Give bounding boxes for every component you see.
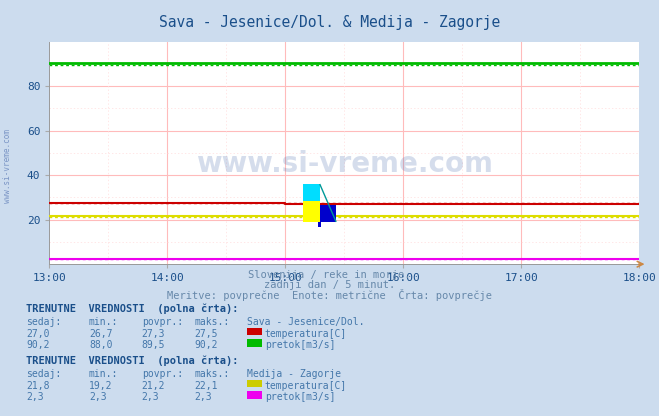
Text: Sava - Jesenice/Dol. & Medija - Zagorje: Sava - Jesenice/Dol. & Medija - Zagorje [159, 15, 500, 30]
Bar [320, 205, 336, 222]
Text: sedaj:: sedaj: [26, 317, 61, 327]
Text: 26,7: 26,7 [89, 329, 113, 339]
Text: 27,3: 27,3 [142, 329, 165, 339]
Text: Sava - Jesenice/Dol.: Sava - Jesenice/Dol. [247, 317, 364, 327]
Text: 19,2: 19,2 [89, 381, 113, 391]
Text: TRENUTNE  VREDNOSTI  (polna črta):: TRENUTNE VREDNOSTI (polna črta): [26, 356, 239, 366]
Text: 21,8: 21,8 [26, 381, 50, 391]
Bar [318, 222, 322, 228]
Text: temperatura[C]: temperatura[C] [265, 329, 347, 339]
Text: 90,2: 90,2 [194, 340, 218, 350]
Text: pretok[m3/s]: pretok[m3/s] [265, 340, 335, 350]
Text: 90,2: 90,2 [26, 340, 50, 350]
Text: maks.:: maks.: [194, 317, 229, 327]
Bar [303, 197, 320, 222]
Text: 2,3: 2,3 [194, 392, 212, 402]
Text: povpr.:: povpr.: [142, 317, 183, 327]
Text: 89,5: 89,5 [142, 340, 165, 350]
Text: Slovenija / reke in morje.: Slovenija / reke in morje. [248, 270, 411, 280]
Text: min.:: min.: [89, 317, 119, 327]
Text: maks.:: maks.: [194, 369, 229, 379]
Text: 2,3: 2,3 [142, 392, 159, 402]
Polygon shape [320, 184, 336, 222]
Text: 88,0: 88,0 [89, 340, 113, 350]
Text: 21,2: 21,2 [142, 381, 165, 391]
Text: Medija - Zagorje: Medija - Zagorje [247, 369, 341, 379]
Text: www.si-vreme.com: www.si-vreme.com [196, 150, 493, 178]
Text: min.:: min.: [89, 369, 119, 379]
Text: www.si-vreme.com: www.si-vreme.com [3, 129, 13, 203]
Text: 2,3: 2,3 [26, 392, 44, 402]
Text: 27,0: 27,0 [26, 329, 50, 339]
Text: Meritve: povprečne  Enote: metrične  Črta: povprečje: Meritve: povprečne Enote: metrične Črta:… [167, 289, 492, 301]
Text: temperatura[C]: temperatura[C] [265, 381, 347, 391]
Text: sedaj:: sedaj: [26, 369, 61, 379]
Text: 2,3: 2,3 [89, 392, 107, 402]
Bar [303, 184, 320, 201]
Text: pretok[m3/s]: pretok[m3/s] [265, 392, 335, 402]
Text: 22,1: 22,1 [194, 381, 218, 391]
Text: TRENUTNE  VREDNOSTI  (polna črta):: TRENUTNE VREDNOSTI (polna črta): [26, 304, 239, 314]
Text: povpr.:: povpr.: [142, 369, 183, 379]
Text: zadnji dan / 5 minut.: zadnji dan / 5 minut. [264, 280, 395, 290]
Text: 27,5: 27,5 [194, 329, 218, 339]
